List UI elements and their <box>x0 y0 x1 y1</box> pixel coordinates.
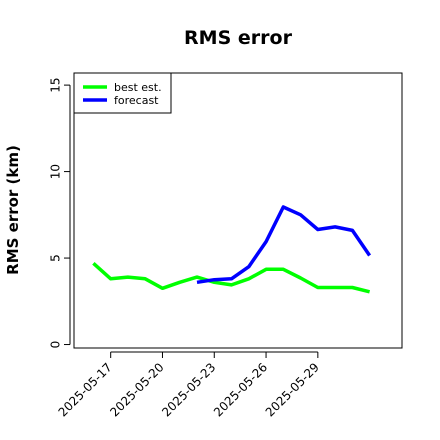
legend-label: forecast <box>114 94 159 107</box>
series-line-forecast <box>196 205 372 285</box>
y-tick-label: 0 <box>49 341 63 349</box>
y-axis-label: RMS error (km) <box>4 145 22 275</box>
series-line-best-est <box>92 261 371 294</box>
x-tick-label: 2025-05-29 <box>263 360 322 419</box>
legend-label: best est. <box>114 81 162 94</box>
y-tick-label: 5 <box>49 254 63 262</box>
x-tick-label: 2025-05-23 <box>159 360 218 419</box>
x-tick-label: 2025-05-20 <box>107 360 166 419</box>
chart-title: RMS error <box>184 27 293 49</box>
x-tick-label: 2025-05-26 <box>211 360 270 419</box>
plot-frame <box>73 72 403 349</box>
x-tick-label: 2025-05-17 <box>56 360 115 419</box>
legend-box <box>73 72 172 114</box>
y-tick-label: 10 <box>49 164 63 179</box>
y-tick-label: 15 <box>49 77 63 92</box>
plot-area: 0510152025-05-172025-05-202025-05-232025… <box>49 72 403 419</box>
